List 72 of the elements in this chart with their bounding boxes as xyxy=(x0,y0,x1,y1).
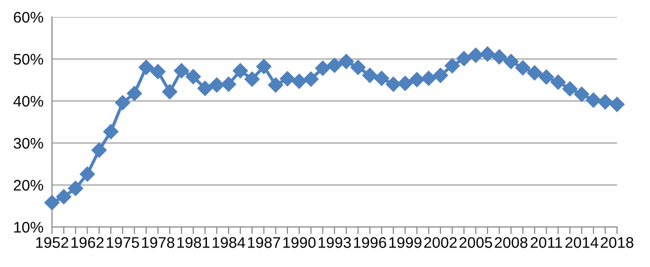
point xyxy=(174,63,190,78)
point xyxy=(515,60,530,76)
y-tick-label: 40% xyxy=(13,96,44,107)
x-tick-label: 1996 xyxy=(354,237,386,248)
x-tick-label: 1993 xyxy=(318,237,351,248)
point xyxy=(162,84,178,100)
x-tick-label: 2005 xyxy=(460,237,492,248)
point xyxy=(421,70,436,86)
point xyxy=(80,166,95,182)
point xyxy=(115,95,130,110)
point xyxy=(315,60,330,76)
point xyxy=(244,72,260,87)
point xyxy=(350,60,366,75)
x-tick-label: 1999 xyxy=(389,237,422,248)
point xyxy=(209,77,224,93)
point xyxy=(432,68,448,83)
x-tick-label: 2018 xyxy=(600,237,634,248)
point xyxy=(126,86,142,102)
point xyxy=(220,76,236,92)
point xyxy=(280,71,295,86)
point xyxy=(186,69,201,84)
point xyxy=(138,60,154,75)
x-tick-label: 2008 xyxy=(494,237,528,248)
point xyxy=(562,81,578,96)
point xyxy=(92,142,107,158)
point xyxy=(362,68,378,83)
x-tick-label: 2002 xyxy=(424,237,457,248)
point xyxy=(326,58,342,73)
y-tick-label: 30% xyxy=(14,138,44,149)
point xyxy=(56,189,72,204)
x-tick-label: 1987 xyxy=(248,237,280,248)
point xyxy=(103,124,118,140)
y-tick-label: 50% xyxy=(14,54,44,65)
point xyxy=(574,86,590,102)
point xyxy=(232,63,248,78)
x-tick-label: 1962 xyxy=(71,237,104,248)
x-tick-label: 1952 xyxy=(36,237,68,248)
x-tick-label: 1984 xyxy=(212,237,246,248)
point xyxy=(150,64,166,80)
point xyxy=(480,46,496,62)
y-tick-label: 10% xyxy=(14,222,44,233)
point xyxy=(444,58,460,74)
point xyxy=(598,94,613,110)
point xyxy=(468,48,484,63)
x-tick-label: 1981 xyxy=(177,237,210,248)
point xyxy=(398,76,413,91)
point xyxy=(386,76,401,92)
point xyxy=(527,65,542,80)
x-tick-label: 1975 xyxy=(106,237,139,248)
x-tick-label: 1990 xyxy=(283,237,316,248)
point xyxy=(68,180,84,196)
point xyxy=(492,49,507,64)
x-tick-label: 1978 xyxy=(142,237,174,248)
point xyxy=(409,72,424,88)
y-tick-label: 20% xyxy=(14,180,44,191)
point xyxy=(550,74,566,90)
y-tick-label: 60% xyxy=(14,12,44,23)
point xyxy=(256,58,272,74)
point xyxy=(292,74,307,89)
point xyxy=(197,80,213,96)
point xyxy=(374,70,390,86)
point xyxy=(456,51,472,66)
x-tick-label: 2014 xyxy=(565,237,598,248)
point xyxy=(503,54,519,70)
x-tick-label: 2011 xyxy=(530,237,562,248)
point xyxy=(44,195,60,210)
point xyxy=(338,54,354,70)
point xyxy=(303,72,319,87)
point xyxy=(538,69,554,85)
point xyxy=(609,96,625,112)
point xyxy=(586,92,602,108)
point xyxy=(268,77,284,93)
